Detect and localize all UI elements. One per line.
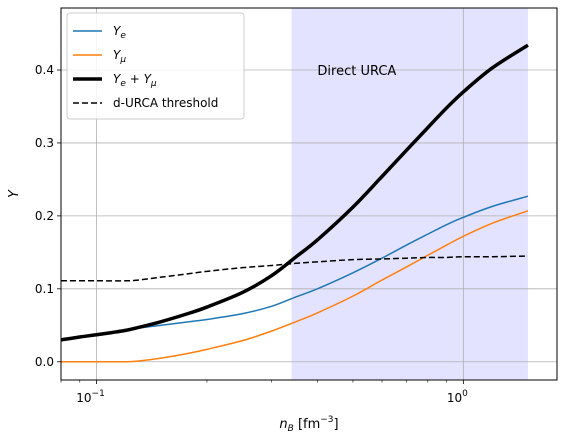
direct-urca-label: Direct URCA [317, 64, 396, 79]
series-layer [60, 43, 529, 363]
y-axis-label: Y [7, 189, 22, 198]
legend-entry-ye-label: Ye [113, 24, 126, 41]
legend-entry-ymu-label: Yμ [113, 48, 126, 65]
legend-box [66, 12, 245, 120]
tick-layer: 0.0 0.1 0.2 0.3 0.4 10−1 100 [35, 63, 468, 405]
legend-entry-sum-label: Ye + Yμ [113, 72, 157, 89]
series-durca-threshold-line [61, 255, 528, 282]
x-tick-label: 10−1 [76, 389, 105, 405]
series-ymu-line [61, 210, 529, 363]
axes-frame [60, 7, 558, 381]
y-tick-label: 0.0 [35, 355, 54, 369]
x-axis-label: nB [fm−3] [279, 415, 338, 434]
legend: Ye Yμ Ye + Yμ d-URCA threshold [66, 12, 245, 120]
y-tick-label: 0.1 [35, 282, 54, 296]
y-tick-label: 0.2 [35, 209, 54, 223]
y-tick-label: 0.3 [35, 136, 54, 150]
series-sum-line [60, 43, 529, 342]
x-tick-label: 100 [447, 389, 468, 405]
legend-entry-durca-threshold-label: d-URCA threshold [113, 96, 218, 110]
y-tick-label: 0.4 [35, 63, 54, 77]
